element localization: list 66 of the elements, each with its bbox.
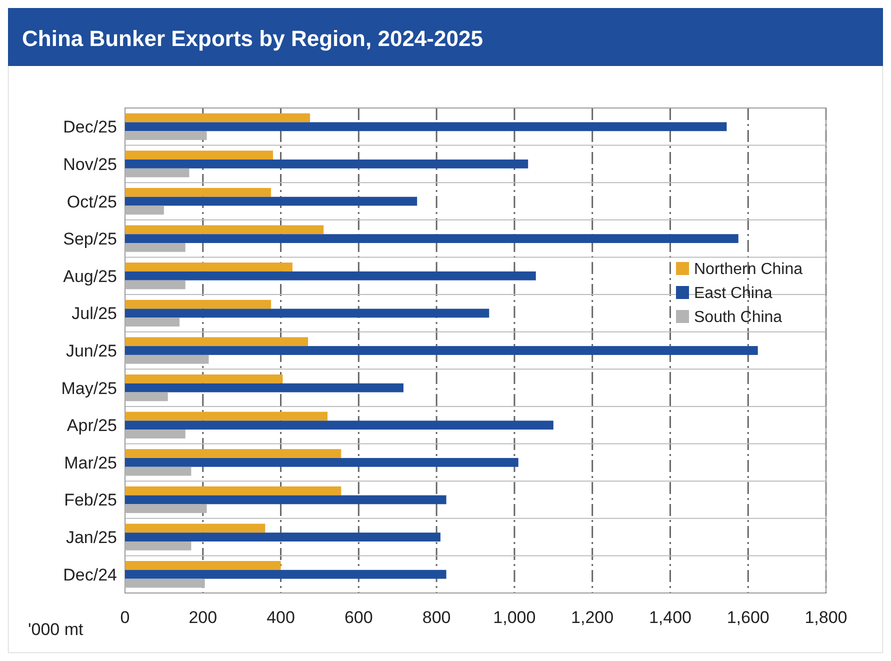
bar (125, 280, 186, 290)
bar (125, 458, 518, 467)
chart-title: China Bunker Exports by Region, 2024-2025 (22, 26, 483, 51)
bar (125, 449, 342, 458)
bar (125, 504, 207, 514)
legend-label: East China (694, 285, 772, 302)
bar (125, 122, 727, 132)
x-tick-label: 400 (266, 608, 295, 627)
bar (125, 337, 308, 346)
y-tick-label: Dec/25 (63, 118, 117, 137)
bar (125, 374, 283, 384)
bar (125, 206, 164, 215)
bar (125, 486, 342, 496)
bar (125, 271, 536, 280)
x-tick-label: 1,200 (571, 608, 614, 627)
bar (125, 392, 168, 402)
x-tick-label: 1,000 (493, 608, 536, 627)
bar (125, 541, 192, 550)
bar (125, 262, 292, 272)
x-tick-label: 0 (120, 608, 130, 627)
bar (125, 524, 266, 533)
bar (125, 430, 186, 438)
bar (125, 570, 446, 579)
x-tick-label: 1,400 (648, 608, 692, 627)
y-tick-label: Jun/25 (66, 342, 117, 360)
y-tick-label: Apr/25 (66, 416, 117, 436)
y-tick-label: May/25 (61, 378, 117, 398)
bar (125, 532, 440, 542)
bar (125, 420, 554, 430)
x-tick-label: 600 (344, 608, 373, 627)
bar (125, 412, 328, 421)
y-tick-label: Dec/24 (63, 565, 117, 584)
bar (125, 113, 310, 122)
y-tick-label: Oct/25 (66, 192, 117, 212)
y-tick-label: Feb/25 (64, 490, 117, 510)
bar (125, 131, 207, 140)
bar (125, 243, 186, 252)
bar (125, 308, 490, 318)
y-tick-label: Jan/25 (66, 528, 117, 548)
bar (125, 225, 324, 234)
y-tick-label: Aug/25 (63, 266, 117, 286)
legend-label: South China (694, 309, 782, 326)
bar (125, 300, 272, 309)
bar (125, 150, 273, 160)
bar (125, 495, 446, 504)
bar (125, 196, 418, 206)
bar (125, 160, 528, 168)
x-tick-label: 1,800 (804, 608, 848, 627)
y-tick-label: Jul/25 (72, 304, 117, 324)
bar (125, 234, 738, 244)
bar (125, 561, 281, 570)
x-tick-label: 1,600 (726, 608, 770, 627)
x-tick-label: 800 (422, 608, 451, 627)
y-tick-label: Sep/25 (63, 230, 117, 249)
bar (125, 578, 205, 588)
y-tick-label: Nov/25 (63, 154, 117, 174)
bar (125, 318, 180, 327)
bar (125, 354, 209, 364)
bar (125, 168, 190, 178)
bar (125, 188, 272, 197)
y-tick-label: Mar/25 (64, 453, 117, 472)
x-axis-title: '000 mt (28, 620, 84, 639)
bar (125, 383, 404, 392)
bar (125, 466, 192, 476)
x-tick-label: 200 (188, 608, 218, 627)
bar (125, 346, 758, 355)
